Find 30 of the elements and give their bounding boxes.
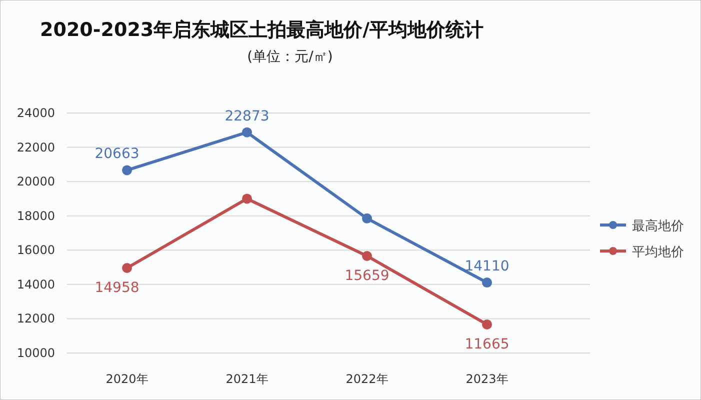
y-tick-label: 24000: [16, 106, 55, 120]
point: [362, 213, 372, 224]
y-tick-label: 22000: [16, 140, 55, 154]
data-label: 11665: [464, 336, 510, 352]
point: [362, 250, 372, 261]
point: [242, 127, 252, 138]
point: [122, 165, 132, 176]
y-tick-label: 12000: [16, 312, 55, 326]
data-label: 14958: [94, 280, 140, 296]
chart-title: 2020-2023年启东城区土拍最高地价/平均地价统计: [40, 19, 484, 41]
y-tick-label: 16000: [16, 243, 55, 258]
y-tick-label: 20000: [16, 174, 55, 189]
legend-label: 平均地价: [632, 245, 684, 260]
point: [122, 263, 132, 274]
point: [242, 194, 252, 204]
data-label: 22873: [224, 108, 270, 124]
y-tick-label: 14000: [16, 277, 55, 292]
data-label: 15659: [344, 268, 390, 284]
x-tick-label: 2023年: [466, 372, 508, 386]
data-label: 20663: [94, 146, 140, 162]
y-tick-label: 10000: [16, 346, 55, 360]
x-tick-label: 2021年: [226, 372, 268, 386]
y-tick-label: 18000: [16, 208, 55, 223]
data-label: 14110: [464, 258, 510, 275]
point: [482, 319, 492, 330]
x-tick-label: 2020年: [106, 372, 148, 386]
x-tick-label: 2022年: [346, 372, 388, 386]
legend-label: 最高地价: [632, 218, 684, 234]
chart-subtitle: (单位：元/㎡): [247, 49, 333, 65]
point: [482, 278, 492, 288]
